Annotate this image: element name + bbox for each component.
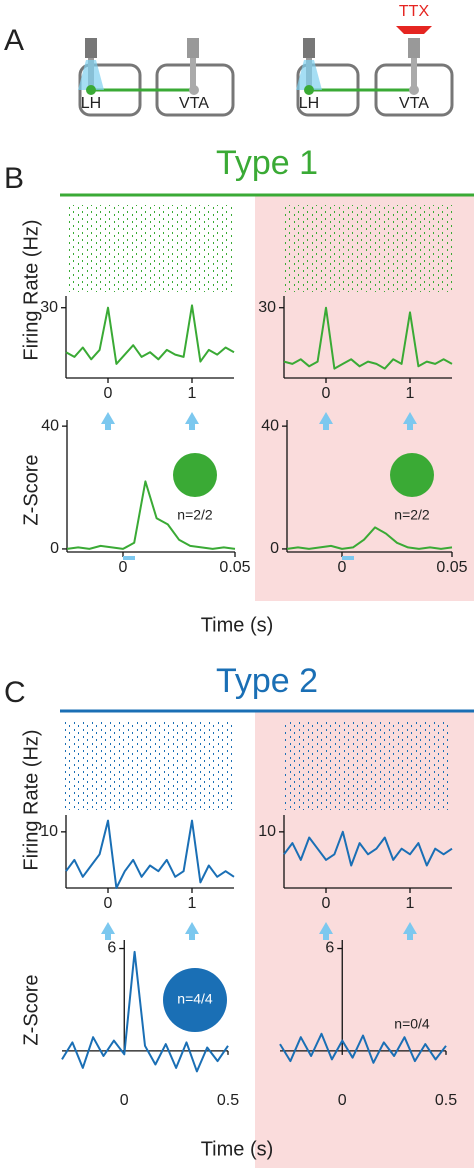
- light-pulse-bar: [342, 556, 354, 560]
- light-pulse-arrow: [101, 922, 115, 940]
- light-pulse-arrow: [185, 412, 199, 430]
- annotation: n=2/2: [394, 507, 430, 523]
- fraction-marker: [173, 453, 217, 497]
- diagram: [78, 63, 454, 117]
- x-tick-label: 0: [322, 895, 331, 912]
- y-tick-label: 40: [41, 417, 59, 434]
- x-axis-title: Time (s): [201, 614, 274, 636]
- light-pulse-arrow: [403, 922, 417, 940]
- x-tick-label: 0: [104, 385, 113, 402]
- raster: [65, 205, 235, 292]
- x-tick-label: 0: [338, 1092, 347, 1109]
- x-tick-label: 1: [188, 385, 197, 402]
- light-pulse-arrow: [101, 412, 115, 430]
- x-tick-label: 0.5: [217, 1092, 239, 1109]
- trace: [66, 480, 236, 550]
- light-pulse-arrow: [185, 922, 199, 940]
- y-tick-label: 6: [107, 940, 116, 957]
- electrodes: [78, 26, 432, 95]
- fraction-marker: [163, 968, 227, 1032]
- x-tick-label: 1: [406, 895, 415, 912]
- raster: [65, 720, 235, 810]
- y-tick-label: 10: [258, 823, 276, 840]
- trace: [279, 1032, 447, 1064]
- y-tick-label: 30: [40, 299, 58, 316]
- y-tick-label: 0: [270, 540, 279, 557]
- x-tick-label: 0.05: [219, 559, 250, 576]
- trace: [65, 304, 235, 365]
- y-axis-title: Firing Rate (Hz): [20, 729, 42, 870]
- region-label: LH: [81, 95, 101, 112]
- x-tick-label: 0: [119, 559, 128, 576]
- section-title: Type 1: [216, 144, 318, 182]
- y-tick-label: 0: [50, 540, 59, 557]
- x-tick-label: 0.5: [435, 1092, 457, 1109]
- x-tick-label: 0.05: [436, 559, 467, 576]
- trace: [283, 830, 453, 867]
- light-pulse-arrow: [403, 412, 417, 430]
- y-tick-label: 30: [258, 299, 276, 316]
- x-tick-label: 0: [104, 895, 113, 912]
- y-tick-label: 6: [325, 940, 334, 957]
- y-tick-label: 40: [261, 417, 279, 434]
- fraction-marker: [390, 453, 434, 497]
- trace: [283, 306, 453, 370]
- y-axis-title: Z-Score: [20, 454, 42, 525]
- raster: [284, 720, 452, 810]
- region-label: LH: [299, 95, 319, 112]
- panel-label: A: [4, 24, 24, 57]
- annotation: n=0/4: [394, 1016, 430, 1032]
- light-pulse-bar: [123, 556, 135, 560]
- x-tick-label: 1: [406, 385, 415, 402]
- x-tick-label: 1: [188, 895, 197, 912]
- trace: [61, 950, 229, 1073]
- x-tick-label: 0: [338, 559, 347, 576]
- region-label: VTA: [399, 95, 429, 112]
- annotation: n=2/2: [177, 507, 213, 523]
- light-pulse-arrow: [319, 922, 333, 940]
- trace: [65, 819, 235, 889]
- region-label: VTA: [179, 95, 209, 112]
- panel-label: C: [4, 676, 26, 709]
- x-tick-label: 0: [120, 1092, 129, 1109]
- y-axis-title: Firing Rate (Hz): [20, 219, 42, 360]
- trace: [286, 526, 453, 550]
- annotation: n=4/4: [177, 991, 213, 1007]
- x-axis-title: Time (s): [201, 1138, 274, 1160]
- y-axis-title: Z-Score: [20, 974, 42, 1045]
- section-title: Type 2: [216, 662, 318, 700]
- light-pulse-arrow: [319, 412, 333, 430]
- y-tick-label: 10: [40, 823, 58, 840]
- x-tick-label: 0: [322, 385, 331, 402]
- panel-label: B: [4, 162, 24, 195]
- raster: [284, 205, 452, 292]
- drug-label: TTX: [399, 3, 430, 20]
